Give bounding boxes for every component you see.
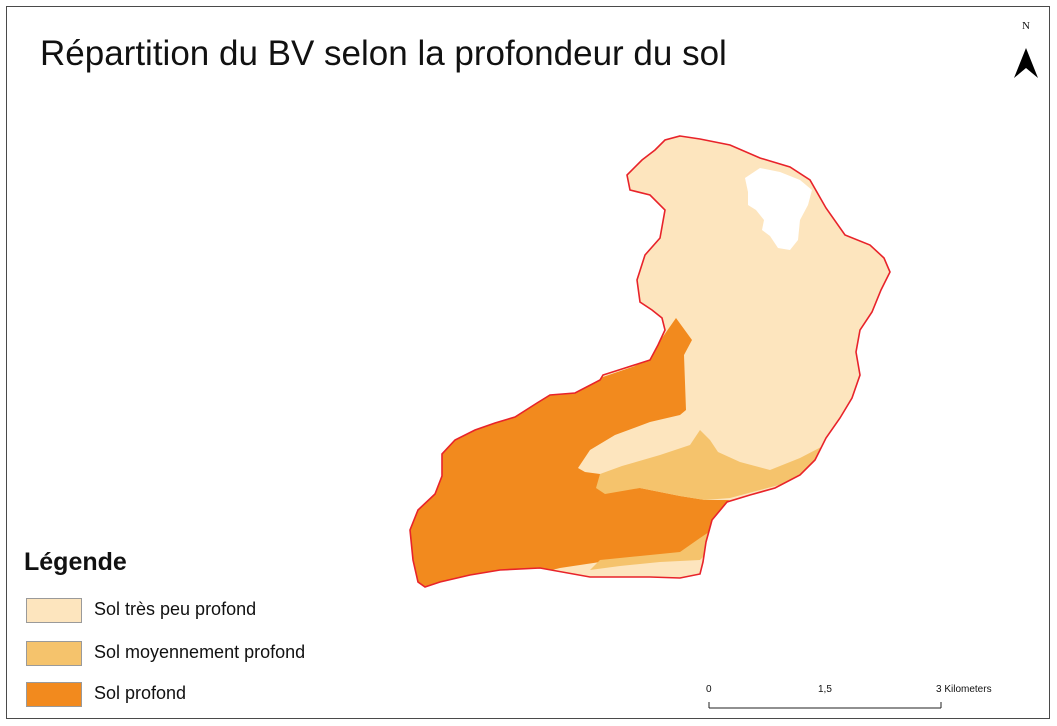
north-letter: N (1022, 20, 1030, 32)
reservoir-water (745, 168, 812, 250)
zone-sol-profond (410, 318, 740, 587)
north-arrow-shape (1014, 48, 1038, 78)
map-frame (6, 6, 1050, 719)
legend-title: Légende (24, 548, 127, 576)
zone-sol-moyennement-profond (596, 430, 835, 500)
zone-sol-moyennement-profond-south (590, 530, 712, 570)
scale-bar-graphic (708, 702, 942, 709)
legend-swatch (26, 641, 82, 666)
legend-swatch (26, 682, 82, 707)
soil-zones (410, 136, 890, 587)
scale-label-0: 0 (706, 684, 712, 695)
legend-swatch (26, 598, 82, 623)
scale-label-1-5: 1,5 (818, 684, 832, 695)
north-arrow-icon (1014, 48, 1038, 78)
legend-label: Sol très peu profond (94, 599, 257, 619)
map-title: Répartition du BV selon la profondeur du… (40, 34, 727, 73)
north-arrow: N (1011, 20, 1041, 82)
scale-bar: 0 1,5 3 Kilometers (700, 684, 1030, 714)
scale-label-3-km: 3 Kilometers (936, 684, 992, 695)
legend-label: Sol profond (94, 683, 187, 703)
legend-label: Sol moyennement profond (94, 642, 306, 662)
